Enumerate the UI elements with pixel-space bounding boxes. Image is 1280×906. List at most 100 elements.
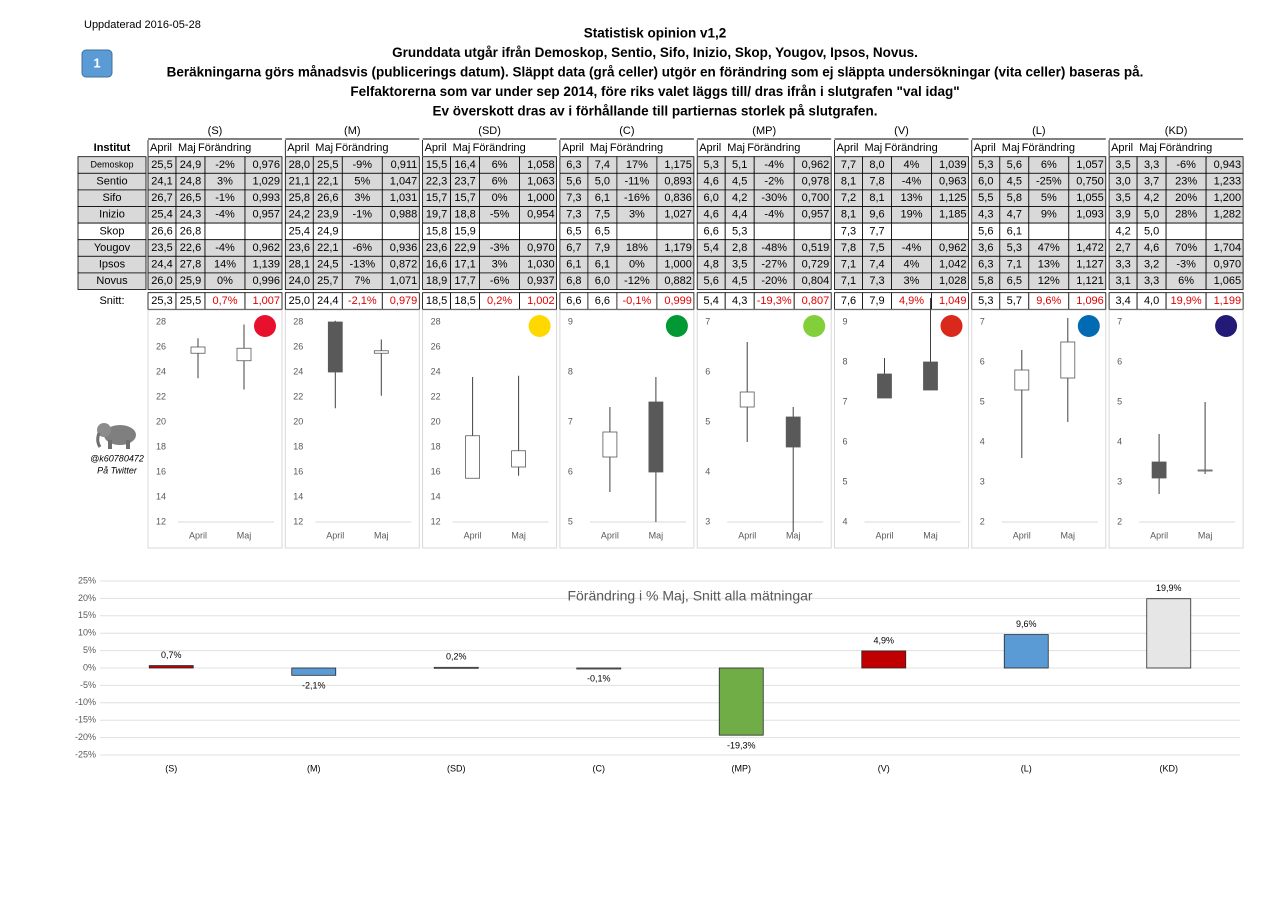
cell-value: 25,4 [289,225,310,237]
header-line: Felfaktorerna som var under sep 2014, fö… [350,84,959,99]
institute-cell [77,272,147,290]
average-value: -0,1% [623,295,652,307]
cell-value: 26,0 [151,275,172,287]
y-tick-label: 3 [705,516,710,526]
cell-value: 6% [1178,275,1194,287]
average-value: 25,3 [151,295,172,307]
cell-value: 5,1 [732,159,747,171]
cell-value: 7,3 [841,225,856,237]
cell-value: 16,6 [426,259,447,271]
cell-value: 25,5 [317,159,338,171]
y-tick-label: 4 [705,466,710,476]
y-tick-label: 7 [1117,316,1122,326]
cell-value: 4,5 [732,275,747,287]
cell-value: 1,704 [1214,242,1242,254]
x-tick-label: Maj [237,530,252,540]
y-tick-label: 20 [293,416,303,426]
cell-value: 0,996 [252,275,280,287]
cell-value: 3,7 [1144,176,1159,188]
cell-value: 1,031 [390,192,418,204]
cell-value: 8,0 [869,159,884,171]
cell-value: 1,121 [1076,275,1104,287]
cell [891,222,932,241]
cell-value: 1,028 [939,275,967,287]
y-tick-label: 16 [156,466,166,476]
cell-value: 23,6 [426,242,447,254]
cell-value: 23,5 [151,242,172,254]
cell-value: -1% [215,192,235,204]
cell-value: 3,6 [978,242,993,254]
cell [656,222,695,241]
average-value: 1,002 [527,295,555,307]
cell-value: 0,937 [527,275,555,287]
cell-value: 6,1 [595,259,610,271]
cell-value: 26,8 [180,225,201,237]
cell-value: 24,8 [180,176,201,188]
cell-value: 0,882 [664,275,692,287]
cell-value: 3% [492,259,508,271]
cell-value: 22,3 [426,176,447,188]
party-header: (S) [208,125,223,137]
cell-value: 1,200 [1214,192,1242,204]
cell-value: 1,030 [527,259,555,271]
column-header: April [837,142,859,154]
party-logo [803,315,826,337]
cell-value: 4% [904,159,920,171]
cell-value: 17% [626,159,648,171]
average-value: 4,9% [899,295,924,307]
cell-value: 7,3 [566,192,581,204]
cell-value: 4% [904,259,920,271]
column-header: April [1111,142,1133,154]
cell-value: 1,065 [1214,275,1242,287]
header-line: Grunddata utgår ifrån Demoskop, Sentio, … [392,45,918,60]
x-tick-label: Maj [786,530,801,540]
cell-value: 5% [354,176,370,188]
chart-panel [284,309,420,549]
cell-value: 6,5 [595,225,610,237]
cell-value: 17,7 [454,275,475,287]
cell-value: 7,1 [841,275,856,287]
column-header: Maj [727,142,745,154]
institute-name: Novus [96,275,128,287]
cell-value: 6% [492,176,508,188]
x-tick-label: Maj [1061,530,1076,540]
cell-value: 24,4 [151,259,172,271]
cell-value: 0,957 [802,209,830,221]
y-tick-label: 5 [705,416,710,426]
cell-value: 7,3 [869,275,884,287]
y-tick-label: 3 [980,476,985,486]
candle-body [327,321,343,373]
cell-value: 4,6 [704,176,719,188]
y-tick-label: 7 [568,416,573,426]
column-header: April [562,142,584,154]
cell-value: 6,5 [1007,275,1022,287]
cell-value: -5% [490,209,510,221]
y-tick-label: 20 [156,416,166,426]
cell-value: 3,5 [1115,192,1130,204]
cell-value: 24,1 [151,176,172,188]
institute-name: Sentio [96,176,127,188]
average-value: 7,9 [869,295,884,307]
average-cell [519,292,557,310]
column-header: Förändring [610,142,663,154]
column-header: Förändring [198,142,251,154]
average-value: 1,049 [939,295,967,307]
cell-value: 0,957 [252,209,280,221]
average-value: 18,5 [426,295,447,307]
y-tick-label: 4 [1117,436,1122,446]
cell-value: 6,1 [1007,225,1022,237]
cell-value: 24,9 [317,225,338,237]
cell [519,272,557,290]
cell-value: 0,519 [802,242,830,254]
cell-value: 7,1 [1007,259,1022,271]
cell-value: 4,2 [1144,192,1159,204]
x-tick-label: (KD) [1160,763,1179,773]
average-value: 0,999 [664,295,692,307]
y-tick-label: -20% [75,732,96,742]
value-label: 19,9% [1156,583,1182,593]
cell [1165,222,1207,241]
cell-value: 7,4 [869,259,884,271]
cell-value: -3% [1176,259,1196,271]
x-tick-label: (MP) [732,763,752,773]
cell-value: 7,5 [869,242,884,254]
